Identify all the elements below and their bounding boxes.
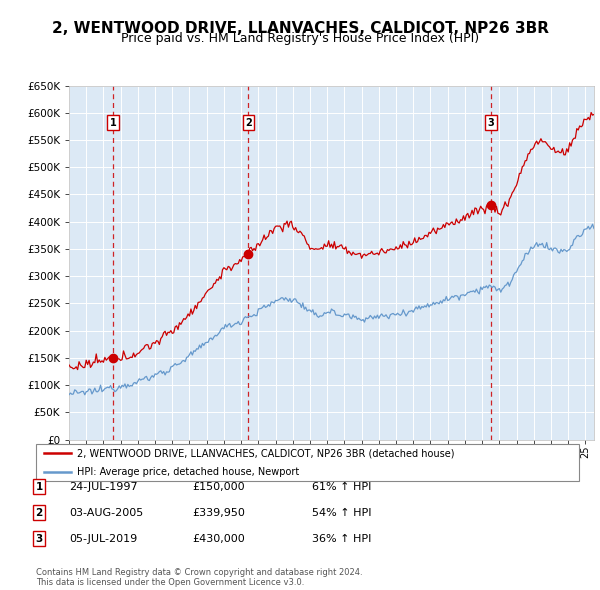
Text: 61% ↑ HPI: 61% ↑ HPI (312, 482, 371, 491)
Text: 3: 3 (35, 534, 43, 543)
Text: 2, WENTWOOD DRIVE, LLANVACHES, CALDICOT, NP26 3BR (detached house): 2, WENTWOOD DRIVE, LLANVACHES, CALDICOT,… (77, 448, 454, 458)
Text: 05-JUL-2019: 05-JUL-2019 (69, 534, 137, 543)
Text: 3: 3 (488, 118, 494, 127)
Text: 36% ↑ HPI: 36% ↑ HPI (312, 534, 371, 543)
Text: £339,950: £339,950 (192, 508, 245, 517)
Text: 03-AUG-2005: 03-AUG-2005 (69, 508, 143, 517)
Text: 54% ↑ HPI: 54% ↑ HPI (312, 508, 371, 517)
Text: HPI: Average price, detached house, Newport: HPI: Average price, detached house, Newp… (77, 467, 299, 477)
Text: 2: 2 (245, 118, 252, 127)
Text: 1: 1 (110, 118, 116, 127)
Text: 1: 1 (35, 482, 43, 491)
Text: Contains HM Land Registry data © Crown copyright and database right 2024.
This d: Contains HM Land Registry data © Crown c… (36, 568, 362, 587)
Text: 2, WENTWOOD DRIVE, LLANVACHES, CALDICOT, NP26 3BR: 2, WENTWOOD DRIVE, LLANVACHES, CALDICOT,… (52, 21, 548, 35)
Text: 24-JUL-1997: 24-JUL-1997 (69, 482, 137, 491)
Text: £430,000: £430,000 (192, 534, 245, 543)
Text: Price paid vs. HM Land Registry's House Price Index (HPI): Price paid vs. HM Land Registry's House … (121, 32, 479, 45)
Text: 2: 2 (35, 508, 43, 517)
Text: £150,000: £150,000 (192, 482, 245, 491)
